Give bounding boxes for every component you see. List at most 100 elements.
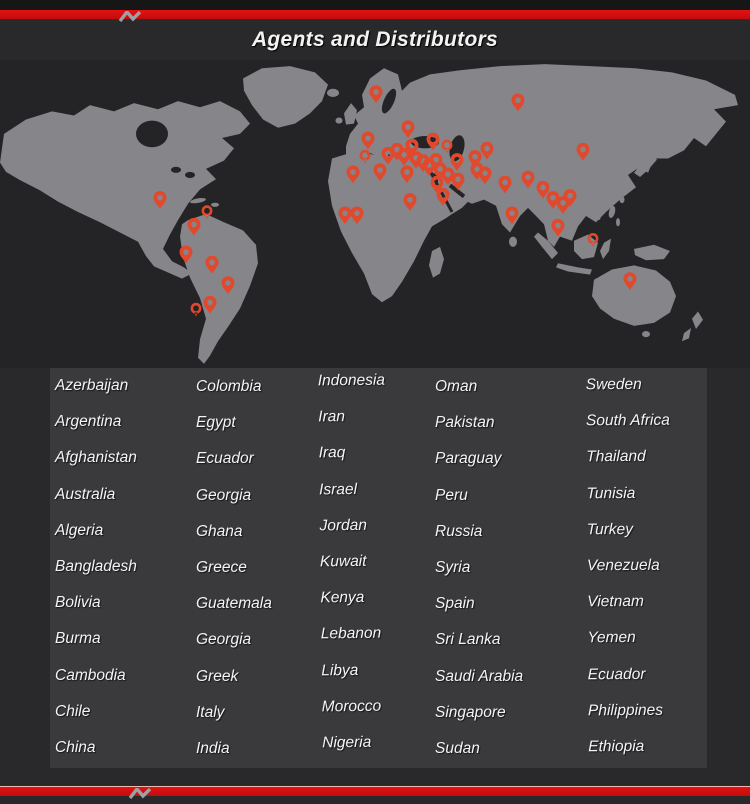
country-item: Indonesia: [317, 371, 386, 390]
country-item: China: [55, 738, 96, 756]
country-item: Oman: [435, 378, 478, 396]
country-item: Philippines: [587, 701, 664, 720]
country-item: Israel: [318, 480, 358, 499]
country-item: India: [196, 739, 230, 757]
country-column-5: Sweden South Africa Thailand Tunisia Turkey V…: [586, 367, 673, 768]
map-pin-icon: [511, 93, 525, 112]
country-item: Russia: [435, 522, 483, 540]
country-item: Pakistan: [435, 414, 495, 432]
map-pin-icon: [403, 193, 417, 211]
map-ring-pin-icon: [587, 232, 599, 247]
map-pin-icon: [576, 142, 590, 161]
map-ring-pin-icon: [359, 149, 371, 164]
country-item: Nigeria: [322, 733, 372, 752]
top-black-strip: [0, 0, 750, 10]
country-item: Ecuador: [196, 450, 254, 468]
map-pin-icon: [369, 85, 383, 104]
map-pin-icon: [551, 218, 565, 237]
country-item: Iraq: [318, 444, 346, 462]
map-pin-icon: [441, 167, 455, 186]
country-item: Iran: [318, 408, 346, 426]
country-item: Bangladesh: [55, 558, 137, 576]
map-landmasses: [0, 64, 738, 364]
country-item: Burma: [55, 630, 101, 648]
map-pin-icon: [361, 131, 375, 150]
country-item: Peru: [435, 486, 468, 504]
country-item: Lebanon: [320, 625, 382, 643]
world-map: [0, 60, 750, 368]
country-item: Cambodia: [55, 666, 126, 684]
country-item: Ethiopia: [588, 737, 645, 756]
map-pin-icon: [480, 141, 494, 160]
countries-table: Azerbaijan Argentina Afghanistan Australia A…: [50, 368, 707, 768]
map-pin-icon: [478, 166, 492, 185]
map-pin-icon: [221, 276, 235, 295]
map-pin-icon: [373, 163, 387, 182]
country-item: Turkey: [586, 520, 634, 539]
country-item: South Africa: [585, 411, 670, 430]
map-pin-icon: [346, 165, 360, 184]
map-pin-icon: [498, 175, 512, 194]
map-ring-pin-icon: [190, 302, 202, 317]
country-item: Sudan: [435, 739, 480, 757]
country-item: Kenya: [320, 589, 365, 607]
country-item: Algeria: [55, 521, 104, 539]
country-item: Greece: [196, 559, 247, 577]
map-pin-icon: [521, 170, 535, 189]
country-item: Italy: [196, 703, 225, 721]
map-pin-icon: [429, 153, 443, 171]
country-item: Colombia: [196, 378, 262, 396]
map-pin-icon: [450, 153, 464, 171]
country-item: Kuwait: [319, 552, 367, 571]
map-pin-icon: [350, 206, 364, 225]
map-pin-icon: [546, 191, 560, 209]
country-item: Sweden: [585, 376, 642, 394]
country-item: Bolivia: [55, 594, 101, 612]
map-pin-icon: [536, 180, 550, 199]
map-pins-layer: [153, 85, 637, 317]
country-item: Ecuador: [587, 665, 646, 683]
country-item: Yemen: [587, 629, 636, 647]
chevron-zigzag-icon: [128, 786, 156, 804]
map-ring-pin-icon: [201, 205, 213, 220]
map-pin-icon: [153, 191, 167, 209]
map-pin-icon: [505, 206, 519, 225]
chevron-zigzag-icon: [118, 9, 146, 27]
map-pin-icon: [205, 255, 219, 274]
country-item: Spain: [435, 595, 475, 613]
country-item: Georgia: [196, 631, 252, 649]
country-item: Australia: [55, 485, 116, 503]
map-pin-icon: [436, 188, 450, 206]
footer-red-bar: [0, 786, 750, 800]
country-item: Paraguay: [435, 450, 502, 468]
map-pin-icon: [187, 217, 201, 236]
country-item: Argentina: [55, 413, 122, 431]
map-ring-pin-icon: [441, 139, 453, 154]
country-column-2: Colombia Egypt Ecuador Georgia Ghana Greece Gu…: [196, 369, 272, 769]
header-red-bar: [0, 9, 750, 23]
map-pin-icon: [451, 172, 465, 191]
country-item: Georgia: [196, 486, 252, 504]
country-item: Saudi Arabia: [435, 667, 524, 685]
map-pin-icon: [426, 132, 440, 151]
country-item: Egypt: [196, 414, 236, 432]
country-column-3: Indonesia Iran Iraq Israel Jordan Kuwait Kenya…: [318, 363, 390, 764]
map-pin-icon: [563, 189, 577, 207]
country-item: Guatemala: [196, 595, 272, 613]
country-column-1: Azerbaijan Argentina Afghanistan Australia A…: [55, 368, 137, 768]
title-row: Agents and Distributors: [0, 19, 750, 60]
country-item: Chile: [55, 702, 91, 720]
map-pin-icon: [397, 148, 411, 166]
country-item: Jordan: [319, 516, 368, 535]
country-item: Vietnam: [587, 593, 644, 611]
map-pin-icon: [338, 206, 352, 225]
country-item: Azerbaijan: [55, 377, 129, 395]
map-pin-icon: [179, 245, 193, 264]
country-item: Greek: [196, 667, 239, 685]
country-item: Morocco: [321, 697, 382, 716]
country-item: Ghana: [196, 522, 243, 540]
map-pin-icon: [203, 295, 217, 314]
map-pin-icon: [623, 272, 637, 290]
page-title: Agents and Distributors: [251, 27, 499, 51]
country-item: Afghanistan: [55, 449, 137, 467]
